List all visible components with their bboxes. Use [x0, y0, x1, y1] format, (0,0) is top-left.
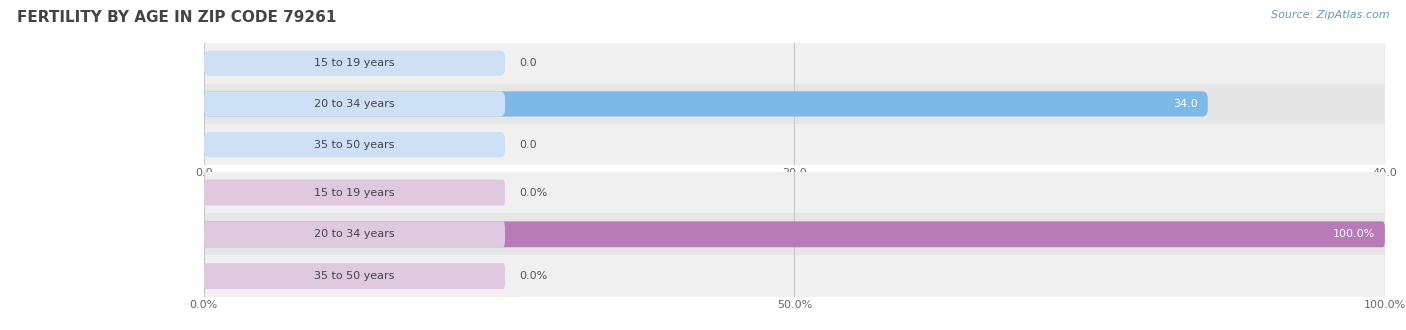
FancyBboxPatch shape [204, 91, 1208, 116]
Bar [204, 214, 1385, 255]
Text: 100.0%: 100.0% [1333, 229, 1375, 239]
Text: 15 to 19 years: 15 to 19 years [314, 187, 395, 197]
Text: 35 to 50 years: 35 to 50 years [315, 271, 395, 281]
Text: 0.0: 0.0 [519, 58, 537, 68]
FancyBboxPatch shape [204, 50, 505, 76]
FancyBboxPatch shape [204, 91, 505, 116]
Bar [204, 172, 1385, 214]
FancyBboxPatch shape [204, 180, 505, 206]
Text: Source: ZipAtlas.com: Source: ZipAtlas.com [1271, 10, 1389, 20]
Bar [204, 124, 1385, 165]
Text: 20 to 34 years: 20 to 34 years [314, 99, 395, 109]
Text: 35 to 50 years: 35 to 50 years [315, 140, 395, 149]
Bar [204, 83, 1385, 124]
Text: 0.0%: 0.0% [519, 187, 547, 197]
Text: FERTILITY BY AGE IN ZIP CODE 79261: FERTILITY BY AGE IN ZIP CODE 79261 [17, 10, 336, 25]
Bar [204, 43, 1385, 83]
Text: 15 to 19 years: 15 to 19 years [314, 58, 395, 68]
FancyBboxPatch shape [204, 132, 505, 157]
FancyBboxPatch shape [204, 221, 505, 247]
FancyBboxPatch shape [204, 221, 1385, 247]
Bar [204, 255, 1385, 297]
Text: 0.0: 0.0 [519, 140, 537, 149]
Text: 20 to 34 years: 20 to 34 years [314, 229, 395, 239]
Text: 0.0%: 0.0% [519, 271, 547, 281]
FancyBboxPatch shape [204, 263, 505, 289]
Text: 34.0: 34.0 [1174, 99, 1198, 109]
